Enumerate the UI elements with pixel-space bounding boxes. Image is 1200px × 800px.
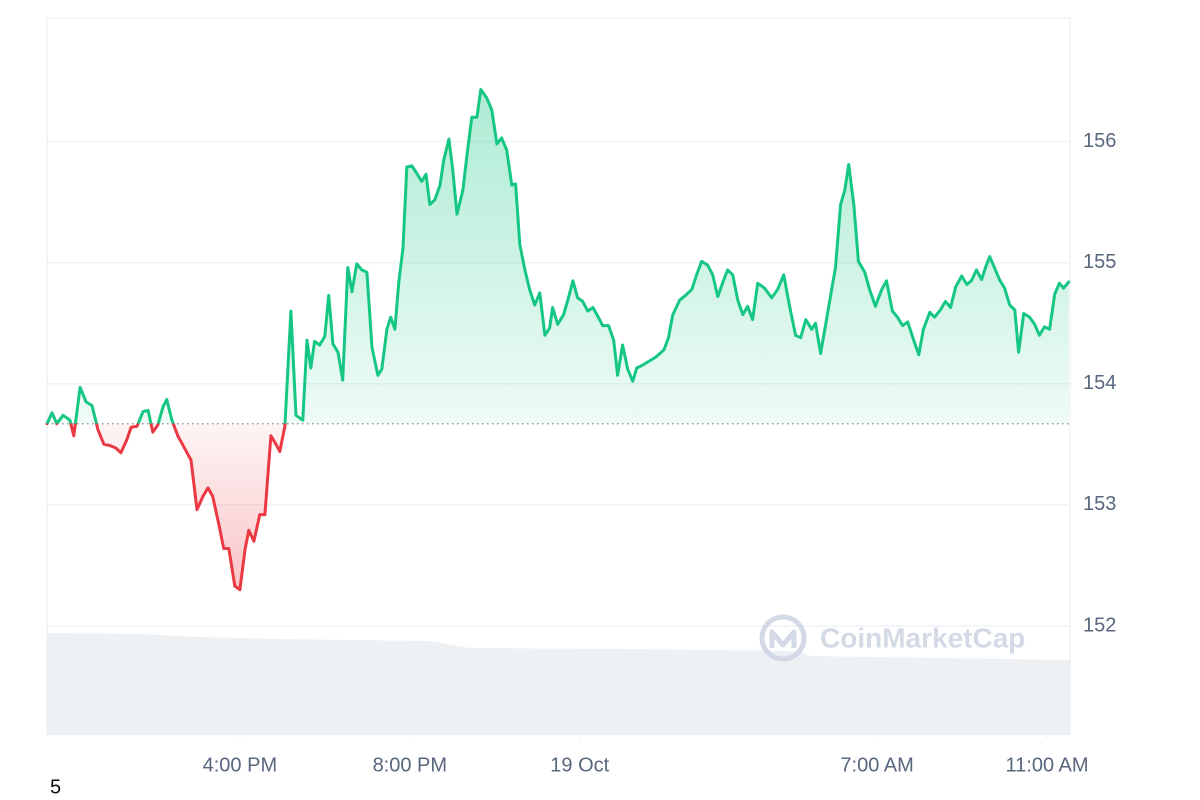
volume-backdrop [47, 633, 1070, 735]
y-tick-label: 154 [1083, 372, 1116, 394]
y-tick-label: 156 [1083, 130, 1116, 152]
watermark-text: CoinMarketCap [820, 622, 1025, 653]
x-tick-label: 7:00 AM [840, 754, 913, 776]
plot [45, 88, 1071, 592]
y-tick-label: 155 [1083, 251, 1116, 273]
watermark: CoinMarketCap [759, 614, 1025, 662]
footer-text: 5 [50, 776, 61, 798]
y-tick-label: 152 [1083, 614, 1116, 636]
axes: 152 153 154 155 156 4:00 PM 8:00 PM 19 Oct 7:00 … [203, 130, 1117, 776]
x-tick-label: 4:00 PM [203, 754, 277, 776]
watermark-logo [759, 614, 807, 662]
x-tick-label: 19 Oct [550, 754, 609, 776]
watermark-logo-mark [769, 629, 797, 648]
price-area [47, 89, 1069, 590]
price-line [45, 88, 1071, 592]
x-tick-label: 11:00 AM [1006, 754, 1089, 776]
x-tick-label: 8:00 PM [373, 754, 447, 776]
y-tick-label: 153 [1083, 493, 1116, 515]
